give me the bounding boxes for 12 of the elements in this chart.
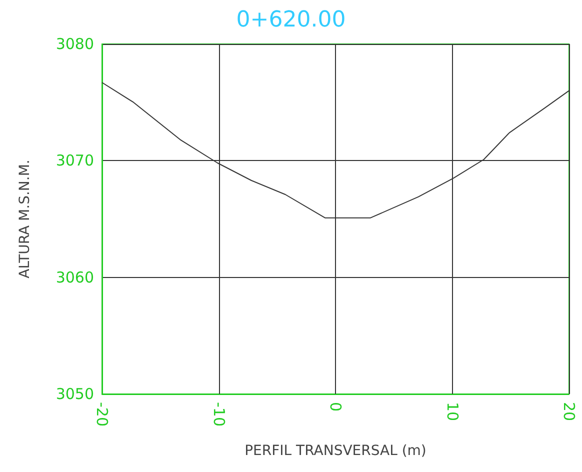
y-tick-label: 3060 xyxy=(56,268,94,286)
y-tick-label: 3050 xyxy=(56,385,94,403)
x-tick-label: 10 xyxy=(443,402,462,422)
x-tick-label: 0 xyxy=(326,402,344,412)
x-tick-label: -10 xyxy=(210,402,228,426)
y-axis-title: ALTURA M.S.N.M. xyxy=(17,160,33,278)
x-axis-title: PERFIL TRANSVERSAL (m) xyxy=(244,443,426,459)
x-tick-label: 20 xyxy=(560,402,578,422)
x-tick-label: -20 xyxy=(93,402,111,426)
chart-title: 0+620.00 xyxy=(236,8,346,32)
y-tick-label: 3080 xyxy=(56,35,94,53)
y-tick-label: 3070 xyxy=(56,152,94,170)
